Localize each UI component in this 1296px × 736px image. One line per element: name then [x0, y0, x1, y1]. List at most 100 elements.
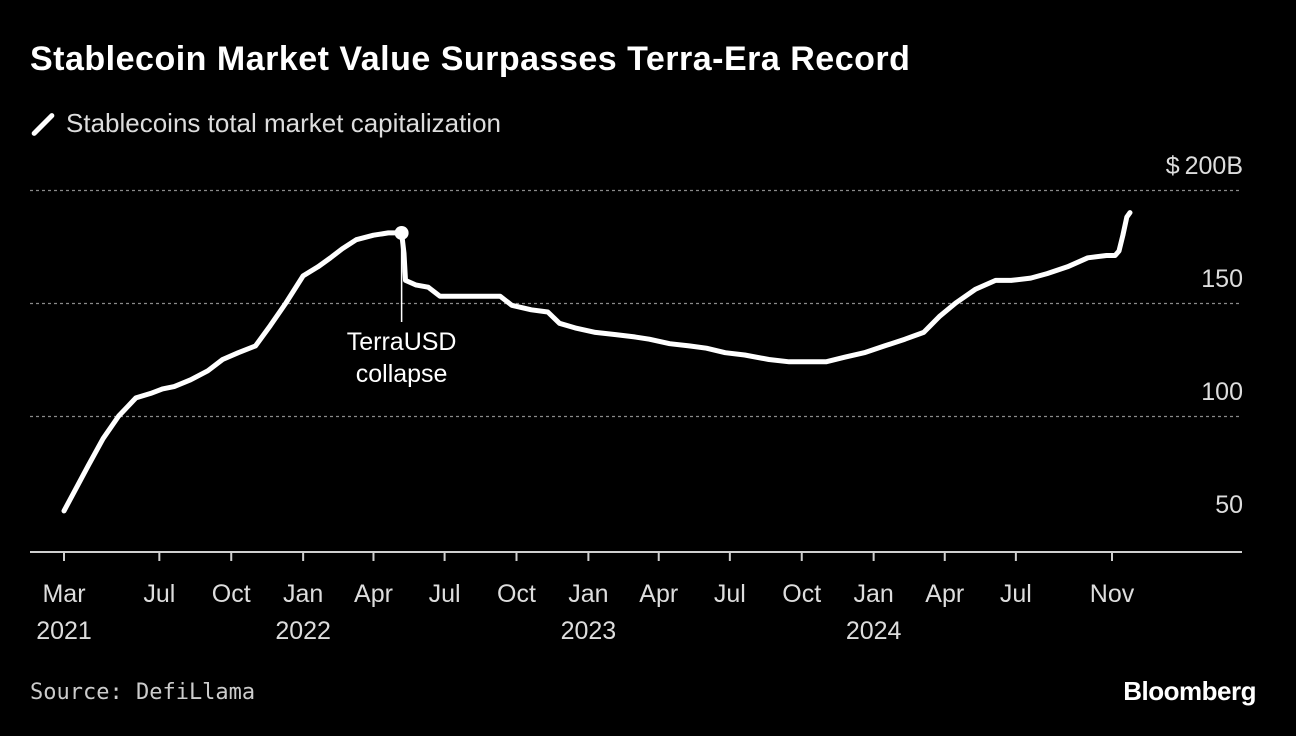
series-point	[457, 294, 462, 299]
x-tick-label: Jan	[853, 580, 893, 608]
x-tick-label: Jul	[1000, 580, 1032, 608]
series-point	[116, 413, 121, 419]
series-point	[973, 287, 978, 292]
series-point	[937, 314, 942, 319]
series-point	[1028, 275, 1033, 281]
series-point	[205, 368, 210, 373]
x-tick-label: Apr	[925, 580, 964, 608]
series-point	[236, 350, 241, 355]
bloomberg-logo: Bloomberg	[1123, 676, 1256, 706]
series-point	[413, 282, 418, 288]
series-point	[328, 255, 333, 260]
series-point	[953, 300, 958, 306]
series-point	[902, 336, 908, 342]
series-point	[1104, 253, 1109, 258]
x-tick-label: Jul	[714, 580, 746, 608]
series-point	[283, 300, 289, 306]
series-point	[742, 352, 747, 358]
series-point	[1116, 248, 1122, 254]
series-point	[993, 278, 998, 283]
x-tick-year-label: 2022	[275, 617, 331, 645]
series-line-0	[61, 210, 1133, 514]
series-point	[1085, 255, 1090, 260]
series-point	[787, 359, 792, 364]
series-point	[497, 294, 503, 299]
chart-title: Stablecoin Market Value Surpasses Terra-…	[30, 40, 911, 78]
series-point	[529, 307, 534, 312]
y-tick-label: 150	[1201, 265, 1243, 293]
series-point	[1008, 278, 1014, 283]
series-point	[545, 309, 550, 315]
x-tick-label: Nov	[1090, 580, 1135, 608]
series-point	[1124, 214, 1130, 220]
annotation-label-line2: collapse	[356, 360, 448, 388]
y-tick-label: $ 200B	[1166, 152, 1243, 180]
series-point	[315, 264, 321, 270]
series-point	[354, 237, 359, 242]
series-point	[687, 343, 692, 349]
x-tick-label: Jul	[429, 580, 461, 608]
series-point	[133, 395, 139, 401]
y-tick-label: 100	[1201, 378, 1243, 406]
series-point	[253, 343, 258, 349]
x-tick-label: Apr	[354, 580, 393, 608]
series-point	[148, 391, 153, 396]
series-point	[632, 334, 637, 340]
series-point	[1065, 264, 1070, 270]
annotation-label-line1: TerraUSD	[347, 328, 457, 356]
series-point	[268, 323, 273, 328]
series-point	[722, 350, 728, 355]
legend-label: Stablecoins total market capitalization	[66, 108, 502, 138]
series-point	[86, 463, 91, 468]
x-tick-year-label: 2024	[846, 617, 902, 645]
series-point	[823, 359, 829, 364]
series-point	[593, 330, 598, 335]
series-point	[425, 284, 431, 290]
series-point	[401, 251, 407, 256]
series-point	[188, 377, 193, 383]
y-tick-label: 50	[1215, 491, 1243, 519]
series-point	[1120, 233, 1126, 238]
series-point	[1127, 210, 1133, 215]
x-tick-label: Mar	[42, 580, 85, 608]
x-tick-label: Apr	[639, 580, 678, 608]
series-point	[160, 386, 165, 392]
x-tick-label: Oct	[782, 580, 821, 608]
series-point	[61, 508, 67, 514]
x-tick-year-label: 2021	[36, 617, 92, 645]
series-point	[1044, 271, 1050, 276]
series-point	[100, 436, 106, 441]
chart-legend: Stablecoins total market capitalization	[30, 108, 501, 139]
series-point	[171, 384, 177, 389]
series-point	[557, 321, 562, 326]
x-tick-label: Jan	[568, 580, 608, 608]
series-point	[509, 303, 515, 308]
series-point	[766, 357, 772, 362]
source-note: Source: DefiLlama	[30, 680, 256, 705]
x-tick-label: Oct	[497, 580, 536, 608]
series-point	[403, 278, 408, 283]
x-tick-label: Jul	[143, 580, 175, 608]
series-point	[572, 325, 578, 331]
series-point	[667, 341, 672, 346]
series-point	[806, 359, 811, 364]
series-point	[647, 336, 652, 342]
x-tick-label: Jan	[283, 580, 323, 608]
series-point	[340, 246, 345, 251]
series-point	[220, 357, 225, 362]
series-point	[921, 330, 926, 335]
series-point	[862, 350, 867, 355]
x-tick-year-label: 2023	[561, 617, 617, 645]
series-point	[613, 332, 618, 337]
series-point	[842, 355, 847, 360]
x-tick-label: Oct	[212, 580, 251, 608]
series-point	[386, 230, 391, 236]
annotation-marker	[394, 225, 409, 240]
series-point	[704, 346, 709, 351]
series-point	[882, 343, 887, 349]
series-point	[371, 233, 376, 238]
series-point	[481, 294, 486, 299]
series-point	[437, 294, 443, 299]
series-point	[1112, 253, 1118, 258]
